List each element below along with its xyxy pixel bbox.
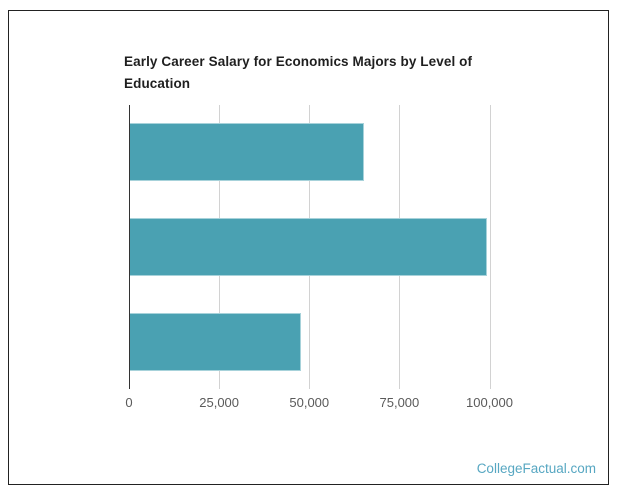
plot-area — [129, 105, 543, 389]
collegefactual-link[interactable]: CollegeFactual.com — [476, 461, 596, 476]
chart-title: Early Career Salary for Economics Majors… — [124, 51, 472, 95]
bar[interactable] — [130, 123, 365, 182]
x-tick-label: 50,000 — [289, 395, 330, 410]
chart-title-line-1: Early Career Salary for Economics Majors… — [124, 54, 473, 69]
x-tick-label: 25,000 — [199, 395, 240, 410]
x-tick-label: 75,000 — [379, 395, 420, 410]
x-tick-label: 0 — [125, 395, 133, 410]
x-tick-label: 100,000 — [466, 395, 513, 410]
bar[interactable] — [130, 218, 487, 276]
y-axis-line — [129, 105, 130, 389]
x-gridline — [489, 105, 491, 389]
chart-title-line-2: Education — [124, 76, 191, 91]
bar[interactable] — [130, 312, 302, 371]
chart-frame: Early Career Salary for Economics Majors… — [8, 10, 609, 485]
x-axis-tick-labels: 0 25,000 50,000 75,000 100,000 — [125, 395, 543, 411]
